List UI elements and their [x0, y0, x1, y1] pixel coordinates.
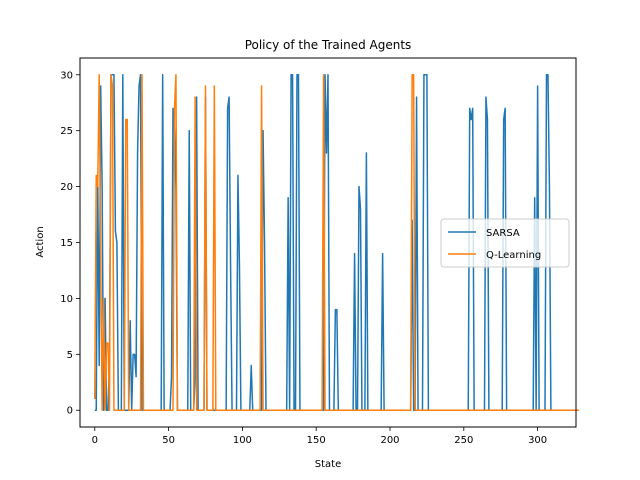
y-tick-label: 15 [60, 238, 73, 249]
y-tick-label: 5 [67, 350, 73, 361]
x-tick-label: 150 [307, 435, 326, 446]
y-tick-label: 20 [60, 182, 73, 193]
x-tick-label: 0 [92, 435, 98, 446]
legend-box [440, 218, 570, 268]
x-tick-label: 250 [454, 435, 473, 446]
x-tick-label: 300 [528, 435, 547, 446]
x-axis-label: State [315, 459, 341, 470]
legend-label-sarsa: SARSA [486, 228, 520, 239]
x-tick-label: 100 [233, 435, 252, 446]
y-tick-label: 30 [60, 70, 73, 81]
chart-title: Policy of the Trained Agents [245, 38, 412, 52]
x-tick-label: 50 [162, 435, 175, 446]
legend-label-q-learning: Q-Learning [486, 250, 541, 261]
y-axis: 0 5 10 15 20 25 30 [60, 70, 80, 417]
y-axis-label: Action [35, 226, 46, 257]
series-layer [94, 74, 579, 411]
x-tick-label: 200 [380, 435, 399, 446]
y-tick-label: 10 [60, 294, 73, 305]
y-tick-label: 0 [67, 406, 73, 417]
series-line-q-learning [94, 74, 579, 411]
legend: SARSA Q-Learning [440, 218, 570, 268]
y-tick-label: 25 [60, 126, 73, 137]
x-axis: 0 50 100 150 200 250 300 [92, 427, 547, 446]
